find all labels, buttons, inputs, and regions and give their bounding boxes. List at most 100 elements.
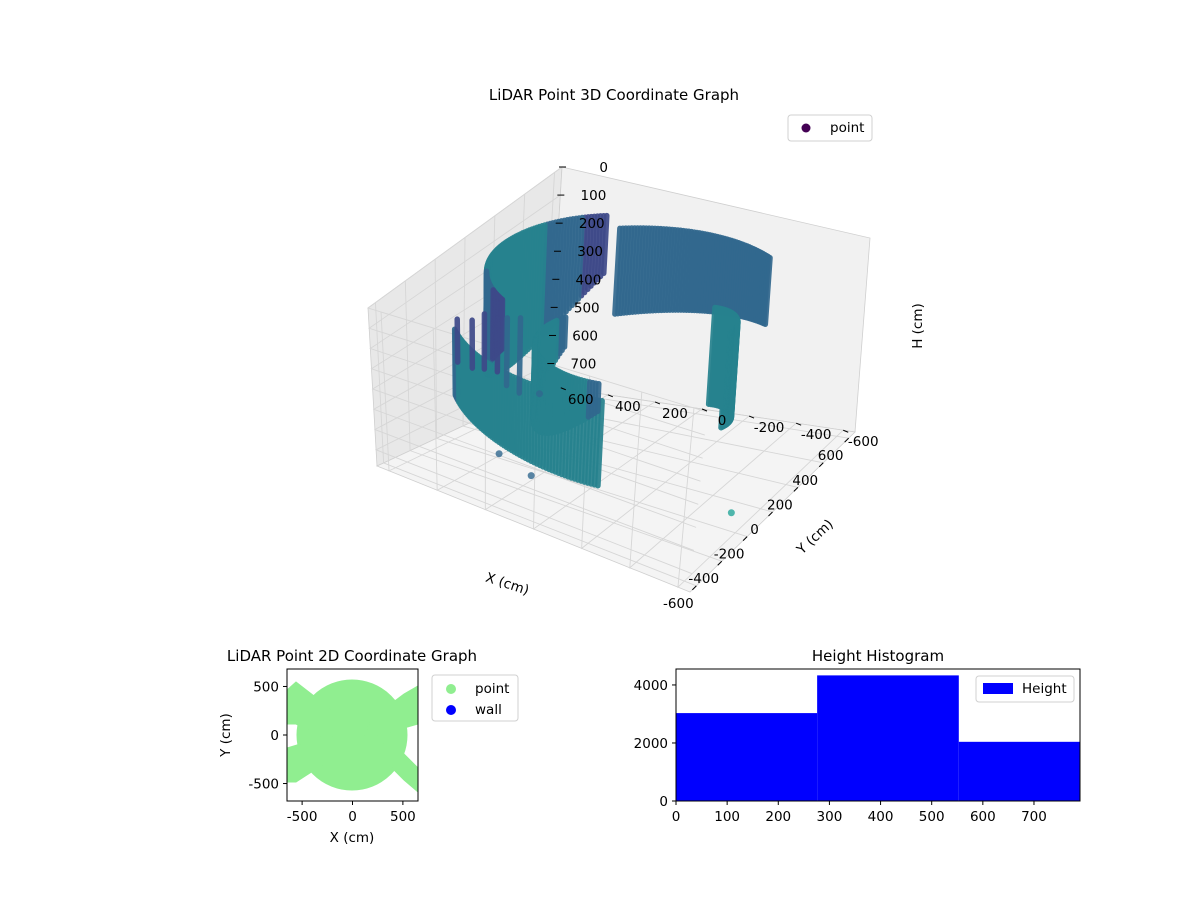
- chart-3d: LiDAR Point 3D Coordinate Graph -600 -400…: [367, 86, 926, 612]
- point-strip: [641, 225, 653, 315]
- legend-3d: point: [787, 114, 873, 142]
- point-strip: [594, 213, 604, 283]
- histogram-title: Height Histogram: [812, 647, 944, 665]
- x-tick-mark-3d: [717, 560, 723, 566]
- y-tick-label-3d: 400: [615, 399, 641, 415]
- z-tick-label-3d: 100: [581, 188, 607, 204]
- y-tick-label-3d: 0: [718, 413, 727, 429]
- z-tick-label-3d: 0: [599, 160, 608, 176]
- point-strip: [588, 379, 596, 419]
- point-strip: [600, 212, 610, 277]
- z-tick-label-3d: 400: [576, 272, 602, 288]
- x-tick-mark-3d: [844, 437, 850, 443]
- point-strip: [574, 376, 582, 427]
- 2d-region-left-lower: [287, 734, 354, 783]
- y-axis-label-3d: Y (cm): [793, 516, 837, 558]
- histogram-x-ticks: 0 100 200 300 400 500 600 700: [672, 801, 1047, 825]
- x-tick-label-3d: 0: [750, 522, 759, 538]
- 2d-x-ticks: -500 0 500: [287, 801, 416, 825]
- point-strip: [632, 225, 644, 315]
- y-tick-label-hist: 2000: [634, 736, 668, 752]
- chart-3d-title: LiDAR Point 3D Coordinate Graph: [489, 86, 739, 104]
- y-tick-label-hist: 4000: [634, 678, 668, 694]
- grid-line-y: [629, 391, 797, 569]
- x-tick-mark-3d: [691, 585, 697, 591]
- x-tick-label-2d: -500: [287, 809, 318, 825]
- x-tick-label-3d: -400: [688, 571, 719, 587]
- point-strip: [618, 225, 629, 317]
- point-strip: [658, 226, 670, 314]
- point-fan-posts: [454, 311, 524, 396]
- x-tick-label-hist: 200: [765, 809, 791, 825]
- point-strip: [582, 378, 590, 422]
- y-tick-label-2d: 500: [253, 679, 279, 695]
- point-strip: [577, 377, 585, 425]
- chart-2d: LiDAR Point 2D Coordinate Graph -500 0 500…: [218, 647, 519, 846]
- point-strip: [581, 214, 592, 296]
- x-axis-label-3d: X (cm): [484, 570, 531, 599]
- z-axis-label-3d: H (cm): [910, 303, 926, 349]
- histogram-bar-1: [817, 675, 959, 801]
- histogram-bar-2: [958, 741, 1080, 801]
- x-tick-label-2d: 500: [390, 809, 416, 825]
- point-strip: [575, 214, 585, 302]
- x-tick-mark-3d: [793, 487, 799, 492]
- chart-2d-title: LiDAR Point 2D Coordinate Graph: [227, 647, 477, 665]
- z-tick-label-3d: 700: [571, 357, 597, 373]
- y-axis-label-2d: Y (cm): [218, 713, 234, 758]
- point-strip: [554, 218, 565, 324]
- point-strip: [615, 225, 626, 317]
- x-tick-label-hist: 300: [817, 809, 843, 825]
- point-strip: [650, 225, 661, 314]
- point-strip: [578, 214, 589, 299]
- y-tick-label-3d: -400: [801, 427, 832, 443]
- point-strip: [655, 226, 667, 314]
- 3d-point-cloud: [451, 212, 773, 517]
- grid-line-x: [404, 280, 722, 562]
- point-strip: [569, 215, 579, 309]
- histogram-bar-0: [676, 713, 818, 801]
- x-tick-label-hist: 700: [1021, 809, 1047, 825]
- grid-line-z: [367, 166, 708, 413]
- point-strip: [629, 225, 641, 315]
- legend-histogram: Height: [975, 675, 1075, 703]
- histogram-y-ticks: 0 2000 4000: [634, 678, 676, 810]
- y-tick-mark-3d: [654, 401, 661, 405]
- x-tick-label-hist: 100: [714, 809, 740, 825]
- point-strip: [591, 397, 602, 488]
- point-strip: [635, 225, 647, 315]
- point-strip: [563, 216, 573, 315]
- point-strip: [585, 379, 593, 420]
- y-tick-mark-3d: [560, 387, 566, 391]
- outlier-point: [495, 450, 503, 458]
- 2d-region-right-upper: [361, 685, 418, 741]
- point-strip: [638, 225, 650, 315]
- grid-line-x: [434, 259, 748, 538]
- point-strip: [522, 379, 530, 461]
- legend-histogram-swatch: [983, 683, 1013, 694]
- point-strip: [661, 226, 673, 314]
- point-strip: [705, 304, 718, 407]
- x-tick-label-2d: 0: [348, 809, 357, 825]
- point-strip: [664, 226, 675, 313]
- point-strip: [626, 225, 638, 316]
- point-strip: [623, 225, 635, 316]
- y-tick-mark-3d: [607, 394, 614, 398]
- point-strip: [560, 217, 571, 318]
- x-tick-mark-3d: [818, 462, 824, 468]
- y-tick-label-hist: 0: [659, 794, 668, 810]
- 2d-plot-points: [287, 679, 418, 793]
- 2d-region-right-lower: [371, 739, 418, 793]
- 3d-y-ticks: -600 -400 -200 0 200 400 600: [560, 387, 879, 450]
- point-strip: [566, 216, 576, 312]
- y-tick-label-3d: -200: [754, 420, 785, 436]
- point-strip: [667, 226, 678, 313]
- point-strip: [672, 227, 684, 313]
- point-strip: [591, 213, 601, 286]
- grid-line-x: [462, 237, 773, 513]
- x-tick-label-3d: 400: [792, 473, 818, 489]
- point-strip: [595, 398, 605, 489]
- point-fan-front: [530, 314, 602, 436]
- point-strip: [525, 380, 533, 463]
